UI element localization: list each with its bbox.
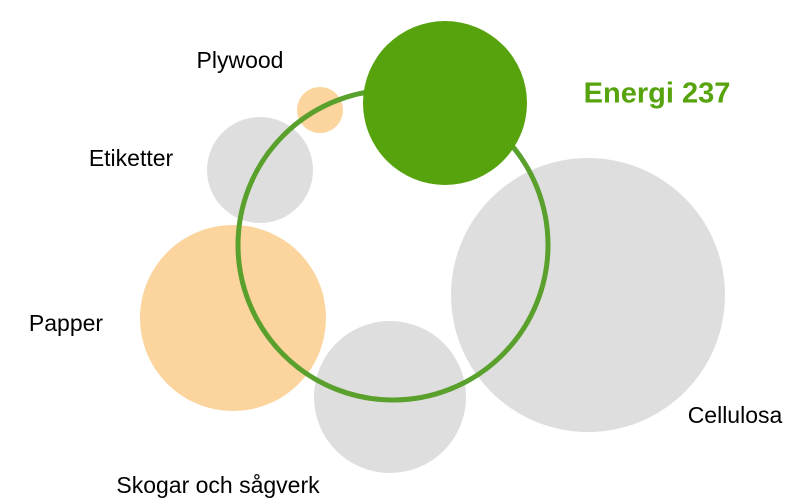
skogar-bubble <box>314 321 466 473</box>
cellulosa-label: Cellulosa <box>688 402 783 428</box>
papper-bubble <box>140 225 326 411</box>
skogar-label: Skogar och sågverk <box>116 472 320 498</box>
energi-bubble <box>363 21 527 185</box>
papper-label: Papper <box>29 310 104 336</box>
energi-label: Energi 237 <box>584 78 731 110</box>
cellulosa-bubble <box>451 158 725 432</box>
plywood-label: Plywood <box>197 47 284 73</box>
etiketter-label: Etiketter <box>89 145 174 171</box>
